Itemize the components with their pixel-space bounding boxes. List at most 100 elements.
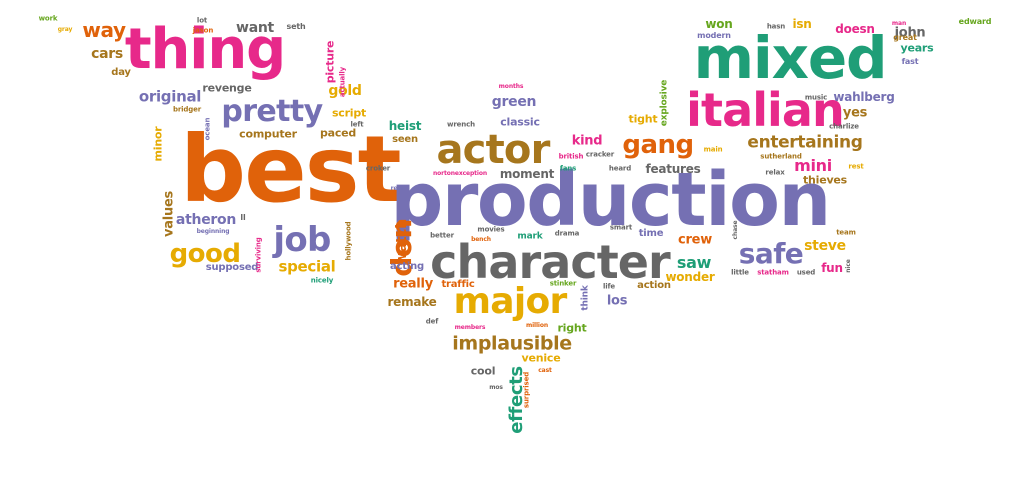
- word-hasn: hasn: [766, 22, 786, 31]
- word-mixed: mixed: [693, 24, 888, 92]
- word-way: way: [82, 18, 126, 42]
- word-major: major: [453, 281, 567, 322]
- word-cast: cast: [538, 367, 552, 374]
- word-hollywood: hollywood: [344, 221, 353, 261]
- word-mos: mos: [489, 384, 503, 391]
- word-bridger: bridger: [172, 105, 202, 114]
- word-wahlberg: wahlberg: [833, 90, 895, 104]
- word-los: los: [606, 293, 628, 309]
- word-classic: classic: [500, 115, 540, 129]
- word-real: real: [390, 185, 404, 192]
- word-traffic: traffic: [441, 279, 475, 290]
- word-tight: tight: [628, 112, 658, 126]
- word-really: really: [393, 276, 433, 292]
- word-beginning: beginning: [196, 228, 230, 235]
- word-mark: mark: [517, 231, 543, 242]
- word-won: won: [705, 17, 733, 31]
- word-wrench: wrench: [447, 120, 475, 129]
- word-production: production: [390, 157, 831, 243]
- word-want: want: [236, 20, 274, 36]
- word-explosive: explosive: [659, 79, 670, 127]
- word-jason: jason: [192, 26, 214, 35]
- word-croker: croker: [365, 164, 391, 173]
- word-life: life: [602, 282, 616, 291]
- word-implausible: implausible: [452, 332, 572, 355]
- word-relax: relax: [765, 168, 785, 177]
- word-great: great: [893, 33, 917, 42]
- word-revenge: revenge: [202, 81, 252, 95]
- word-heard: heard: [608, 164, 632, 173]
- word-features: features: [645, 162, 701, 176]
- word-isn: isn: [792, 17, 812, 31]
- word-moment: moment: [499, 167, 555, 181]
- word-mini: mini: [794, 156, 832, 175]
- word-million: million: [525, 322, 549, 329]
- word-better: better: [430, 231, 454, 240]
- word-thing: thing: [124, 17, 286, 82]
- word-pretty: pretty: [221, 94, 323, 129]
- word-surviving: surviving: [254, 237, 263, 273]
- word-cracker: cracker: [585, 150, 615, 159]
- word-john: john: [894, 25, 926, 41]
- word-years: years: [900, 41, 934, 55]
- word-used: used: [796, 268, 816, 277]
- word-supposed: supposed: [205, 262, 259, 273]
- word-heist: heist: [388, 119, 422, 133]
- word-safe: safe: [738, 237, 804, 270]
- word-stinker: stinker: [549, 279, 577, 288]
- word-watch: watch: [394, 219, 410, 265]
- word-green: green: [491, 94, 537, 110]
- word-character: character: [430, 235, 671, 289]
- word-members: members: [454, 324, 486, 331]
- word-remake: remake: [387, 295, 437, 309]
- word-team: team: [836, 228, 856, 237]
- word-steve: steve: [804, 238, 846, 254]
- word-entertaining: entertaining: [747, 132, 863, 153]
- word-acting: acting: [390, 261, 424, 272]
- word-nice: nice: [845, 259, 852, 273]
- word-charlize: charlize: [829, 122, 859, 131]
- word-man: man: [891, 20, 907, 27]
- word-modern: modern: [697, 31, 731, 40]
- word-edward: edward: [958, 17, 992, 26]
- word-cars: cars: [91, 46, 123, 62]
- word-gold: gold: [328, 83, 362, 99]
- word-special: special: [278, 257, 336, 276]
- word-italian: italian: [686, 83, 845, 137]
- word-think: think: [580, 285, 591, 311]
- word-ll: ll: [240, 213, 246, 222]
- word-fun: fun: [821, 261, 843, 275]
- word-drama: drama: [554, 229, 580, 238]
- word-little: little: [731, 268, 749, 277]
- word-bench: bench: [471, 236, 491, 243]
- word-ocean: ocean: [203, 117, 212, 141]
- word-rest: rest: [848, 162, 864, 171]
- word-atheron: atheron: [175, 212, 237, 228]
- word-original: original: [138, 87, 202, 106]
- word-script: script: [331, 106, 367, 120]
- word-surprised: surprised: [522, 371, 531, 409]
- word-main: main: [703, 145, 723, 154]
- word-nortonexception: nortonexception: [433, 170, 487, 177]
- word-cool: cool: [470, 364, 496, 378]
- word-lot: lot: [196, 16, 208, 25]
- word-venice: venice: [521, 351, 561, 365]
- word-action: action: [637, 280, 671, 291]
- word-def: def: [425, 317, 439, 326]
- word-crew: crew: [678, 232, 712, 248]
- word-paced: paced: [319, 126, 357, 140]
- word-british: british: [558, 152, 584, 161]
- word-good: good: [169, 239, 241, 269]
- word-computer: computer: [239, 127, 297, 141]
- word-statham: statham: [757, 268, 789, 277]
- word-kind: kind: [571, 133, 603, 149]
- word-fans: fans: [559, 164, 577, 173]
- word-actually: actually: [338, 66, 347, 98]
- word-work: work: [38, 14, 58, 23]
- word-months: months: [498, 83, 524, 90]
- word-gray: gray: [57, 26, 73, 33]
- word-values: values: [161, 191, 177, 237]
- word-yes: yes: [842, 105, 868, 121]
- word-seth: seth: [286, 22, 306, 31]
